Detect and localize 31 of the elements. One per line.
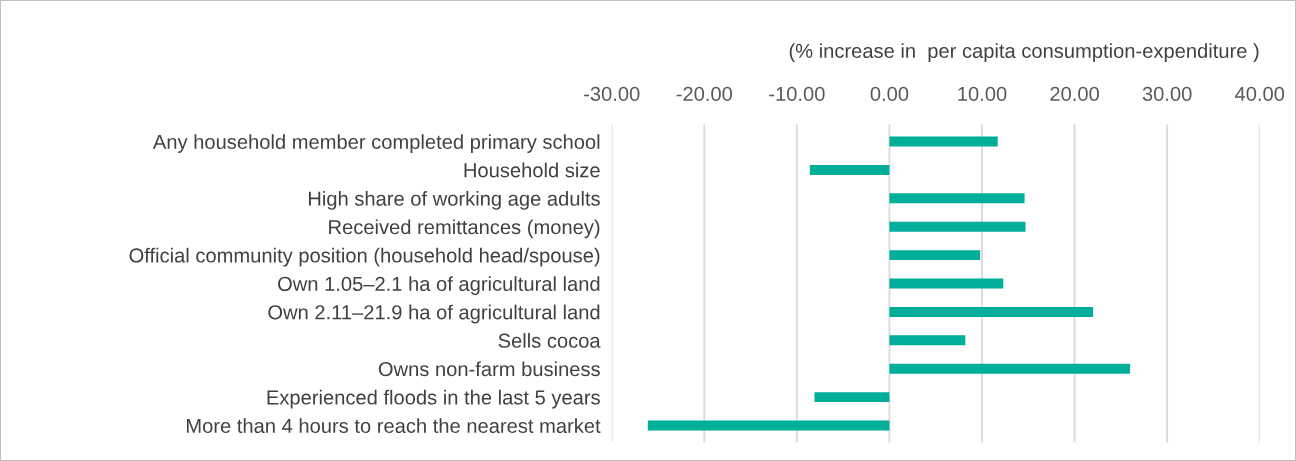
x-tick-label: 30.00: [1142, 86, 1192, 102]
bar: [889, 193, 1025, 204]
x-tick-label: -10.00: [769, 86, 825, 102]
y-tick-label: Sells cocoa: [498, 333, 601, 348]
y-tick-label: Own 1.05–2.1 ha of agricultural land: [278, 276, 600, 295]
y-tick-label: High share of working age adults: [308, 191, 600, 210]
bar: [647, 420, 890, 431]
x-tick-label: -30.00: [584, 86, 640, 102]
bar: [889, 306, 1094, 317]
bar: [889, 363, 1131, 374]
x-tick-label: 20.00: [1050, 86, 1099, 102]
x-tick-label: 10.00: [958, 86, 1007, 102]
bar: [814, 392, 890, 403]
x-tick-label: 0.00: [870, 86, 909, 102]
y-tick-label: Experienced floods in the last 5 years: [267, 389, 600, 409]
y-tick-label: Any household member completed primary school: [152, 134, 600, 153]
bar: [809, 164, 890, 175]
x-tick-label: 40.00: [1234, 86, 1285, 102]
y-tick-label: Official community position (household head/spouse): [129, 247, 600, 267]
bar: [889, 250, 981, 261]
x-tick-label: -20.00: [676, 86, 733, 102]
y-tick-label: Household size: [464, 162, 600, 178]
bar: [889, 335, 966, 346]
y-tick-label: Own 2.11–21.9 ha of agricultural land: [268, 304, 600, 324]
chart-title: (% increase in per capita consumption-expenditure ): [789, 43, 1259, 62]
y-tick-label: Received remittances (money): [329, 219, 600, 239]
bar: [889, 278, 1004, 289]
bar: [889, 136, 998, 147]
bar: [889, 221, 1026, 232]
y-tick-label: Owns non-farm business: [378, 361, 600, 377]
y-tick-label: More than 4 hours to reach the nearest market: [186, 418, 601, 434]
